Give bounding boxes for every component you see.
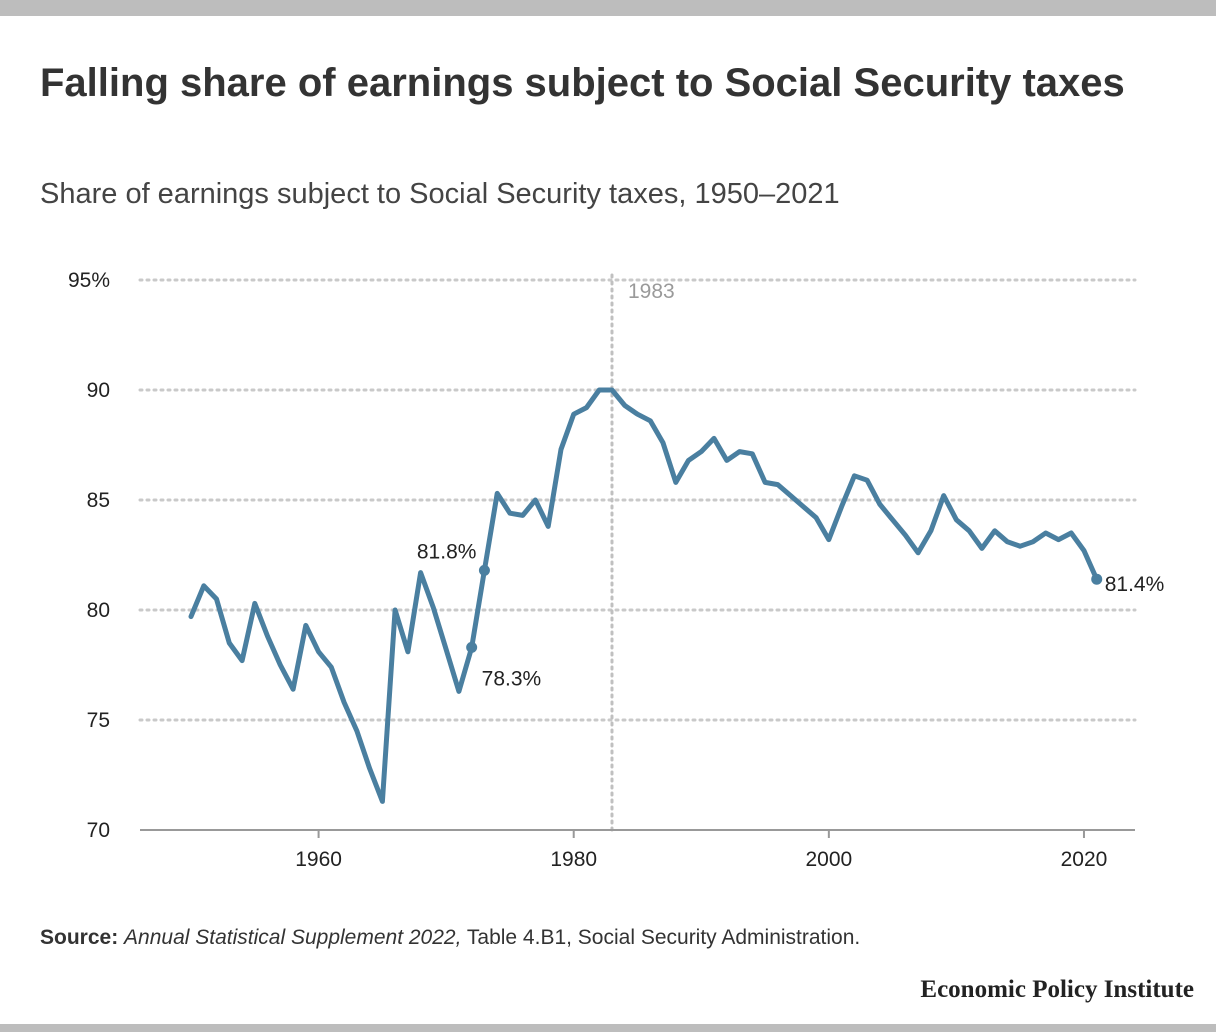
chart-subtitle: Share of earnings subject to Social Secu…: [40, 178, 840, 210]
annotations: 78.3% 81.8% 81.4%: [417, 540, 1164, 690]
source-note: Source: Annual Statistical Supplement 20…: [40, 926, 860, 950]
y-tick-label-85: 85: [87, 489, 110, 512]
series-layer: [188, 387, 1100, 804]
annotation-dot-2021: [1091, 573, 1103, 585]
annotation-dot-1973: [478, 564, 490, 576]
source-publication: Annual Statistical Supplement 2022,: [124, 926, 462, 949]
year-1983-marker: 1983: [610, 273, 675, 832]
annotation-dot-1972: [466, 641, 478, 653]
source-label: Source:: [40, 926, 119, 949]
top-border-bar: [0, 0, 1216, 16]
chart-title: Falling share of earnings subject to Soc…: [40, 61, 1125, 105]
y-tick-label-70: 70: [87, 819, 110, 842]
bottom-border-bar: [0, 1024, 1216, 1032]
y-tick-label-75: 75: [87, 709, 110, 732]
y-tick-label-80: 80: [87, 599, 110, 622]
axes: 70 75 80 85 90 95% 1960 1980 2000 2020: [68, 269, 1135, 871]
x-tick-label-1980: 1980: [550, 848, 597, 871]
series-line-0: [188, 387, 1100, 804]
annotation-label-1972: 78.3%: [482, 667, 542, 690]
source-detail: Table 4.B1, Social Security Administrati…: [466, 926, 861, 949]
marker-label-1983: 1983: [628, 280, 675, 303]
y-tick-label-90: 90: [87, 379, 110, 402]
y-tick-label-95: 95%: [68, 269, 110, 292]
annotation-label-1973: 81.8%: [417, 540, 477, 563]
gridlines: [138, 278, 1137, 722]
brand-logo-text: Economic Policy Institute: [920, 976, 1194, 1003]
x-tick-label-2020: 2020: [1061, 848, 1108, 871]
x-tick-label-1960: 1960: [295, 848, 342, 871]
x-tick-label-2000: 2000: [805, 848, 852, 871]
line-chart: 1983 70 75 80 85 90 95% 1960 1980 2000 2020 78.3%…: [68, 269, 1164, 871]
annotation-label-2021: 81.4%: [1105, 573, 1165, 596]
